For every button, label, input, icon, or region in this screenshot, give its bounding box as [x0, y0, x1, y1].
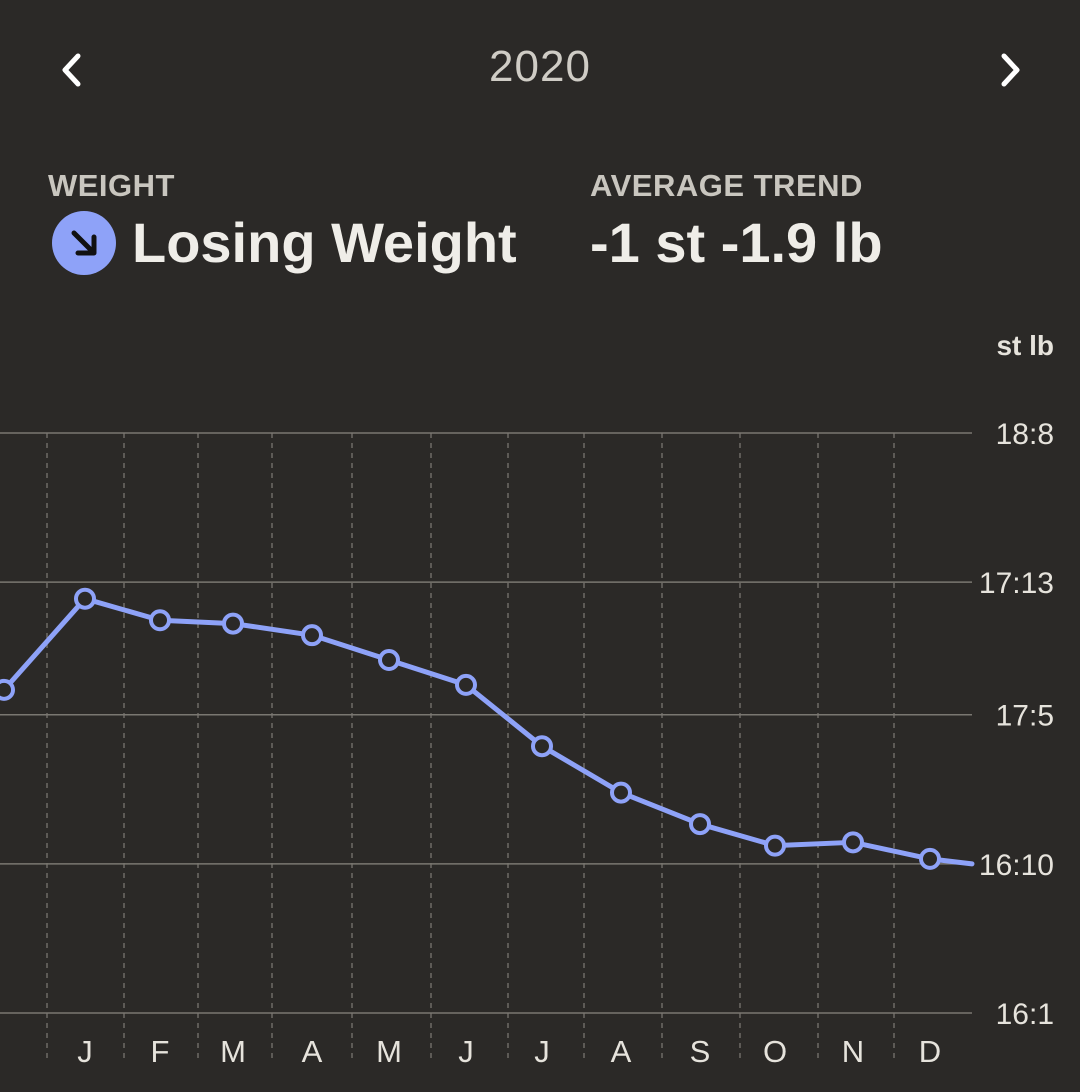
y-tick-label: 18:8	[996, 418, 1054, 451]
next-year-button[interactable]	[980, 40, 1040, 100]
data-point	[531, 735, 553, 758]
x-tick-label: A	[302, 1034, 323, 1069]
x-tick-label: S	[690, 1034, 711, 1069]
x-tick-label: M	[376, 1034, 402, 1069]
data-point	[689, 813, 711, 836]
y-tick-label: 17:13	[979, 567, 1054, 600]
data-point	[378, 649, 400, 672]
x-tick-label: D	[919, 1034, 941, 1069]
y-unit-label: st lb	[996, 330, 1054, 361]
data-point	[455, 673, 477, 696]
x-tick-label: F	[151, 1034, 170, 1069]
x-tick-label: J	[458, 1034, 474, 1069]
data-point	[610, 781, 632, 804]
chevron-right-icon	[1001, 53, 1020, 87]
x-tick-label: N	[842, 1034, 864, 1069]
data-point	[764, 834, 786, 857]
data-point	[149, 609, 171, 632]
previous-year-button[interactable]	[42, 40, 102, 100]
data-point	[301, 624, 323, 647]
data-point	[74, 587, 96, 610]
y-tick-label: 16:1	[996, 998, 1054, 1031]
weight-line-chart[interactable]: st lb 18:8 17:13 17:5 16:10 16:1 J F M A M J J A S O N D	[0, 320, 1080, 1092]
data-point	[0, 678, 15, 701]
average-trend-label: AVERAGE TREND	[590, 168, 863, 203]
x-tick-label: J	[77, 1034, 93, 1069]
weight-status: Losing Weight	[132, 211, 517, 274]
y-tick-label: 16:10	[979, 849, 1054, 882]
weight-label: WEIGHT	[48, 168, 175, 203]
average-trend-value: -1 st -1.9 lb	[590, 211, 883, 274]
data-point	[842, 831, 864, 854]
x-tick-label: A	[611, 1034, 632, 1069]
arrow-down-right-icon	[52, 211, 116, 275]
chevron-left-icon	[62, 53, 81, 87]
x-tick-label: O	[763, 1034, 787, 1069]
weight-series-line	[1, 596, 975, 867]
y-tick-label: 17:5	[996, 700, 1054, 733]
data-point	[222, 612, 244, 635]
x-tick-label: J	[534, 1034, 550, 1069]
year-title: 2020	[489, 42, 591, 91]
x-tick-label: M	[220, 1034, 246, 1069]
data-point	[919, 847, 941, 870]
